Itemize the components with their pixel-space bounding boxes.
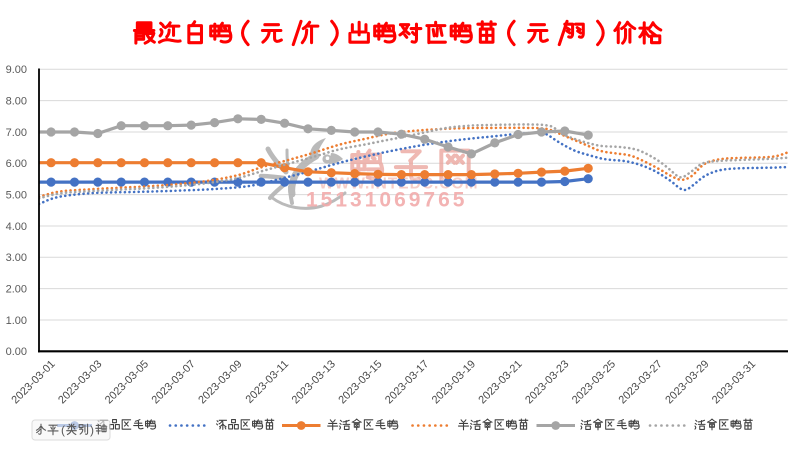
svg-text:8.00: 8.00 (6, 95, 27, 107)
svg-text:4.00: 4.00 (6, 221, 27, 233)
svg-text:9.00: 9.00 (6, 64, 27, 76)
svg-text:2.00: 2.00 (6, 283, 27, 295)
svg-text:5.00: 5.00 (6, 189, 27, 201)
svg-text:7.00: 7.00 (6, 127, 27, 139)
svg-text:6.00: 6.00 (6, 158, 27, 170)
svg-text:1.00: 1.00 (6, 315, 27, 327)
svg-text:15131069765: 15131069765 (306, 189, 467, 212)
svg-text:): ) (90, 423, 94, 437)
svg-text:0.00: 0.00 (6, 346, 27, 358)
svg-text:(: ( (61, 423, 65, 437)
svg-text:3.00: 3.00 (6, 252, 27, 264)
